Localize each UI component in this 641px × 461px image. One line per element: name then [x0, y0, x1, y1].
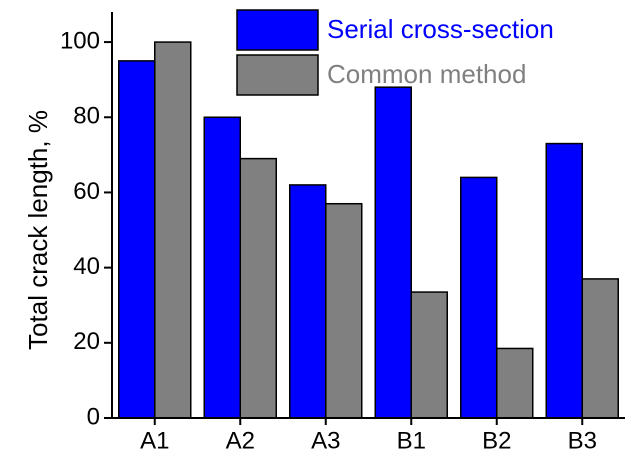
y-tick-label: 60 — [73, 178, 100, 205]
legend-label: Serial cross-section — [327, 14, 554, 44]
bar — [545, 142, 583, 419]
bar — [460, 176, 498, 419]
bar — [154, 41, 192, 419]
y-tick-label: 80 — [73, 103, 100, 130]
bar — [203, 116, 241, 419]
y-tick-label: 20 — [73, 328, 100, 355]
x-tick-label: B2 — [482, 427, 511, 454]
y-axis-label: Total crack length, % — [23, 110, 53, 350]
y-tick-label: 0 — [87, 403, 100, 430]
y-tick-label: 40 — [73, 253, 100, 280]
x-tick-label: A1 — [140, 427, 169, 454]
y-tick-label: 100 — [60, 27, 100, 54]
legend-swatch — [236, 54, 319, 96]
bar — [239, 157, 277, 419]
bar — [496, 347, 534, 419]
bar — [289, 184, 327, 419]
x-tick-label: B1 — [397, 427, 426, 454]
legend-swatch — [236, 9, 319, 51]
bar — [325, 202, 363, 419]
x-tick-label: B3 — [568, 427, 597, 454]
x-tick-label: A2 — [226, 427, 255, 454]
bar — [581, 278, 619, 419]
x-tick-label: A3 — [311, 427, 340, 454]
bar — [118, 60, 156, 419]
bar — [410, 291, 448, 419]
bar — [374, 86, 412, 419]
legend-label: Common method — [327, 59, 526, 89]
